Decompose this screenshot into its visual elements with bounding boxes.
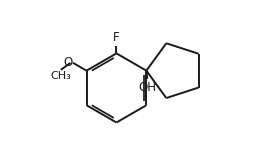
Text: OH: OH: [138, 81, 156, 94]
Text: F: F: [113, 31, 120, 44]
Text: CH₃: CH₃: [50, 71, 71, 81]
Text: O: O: [63, 56, 72, 69]
